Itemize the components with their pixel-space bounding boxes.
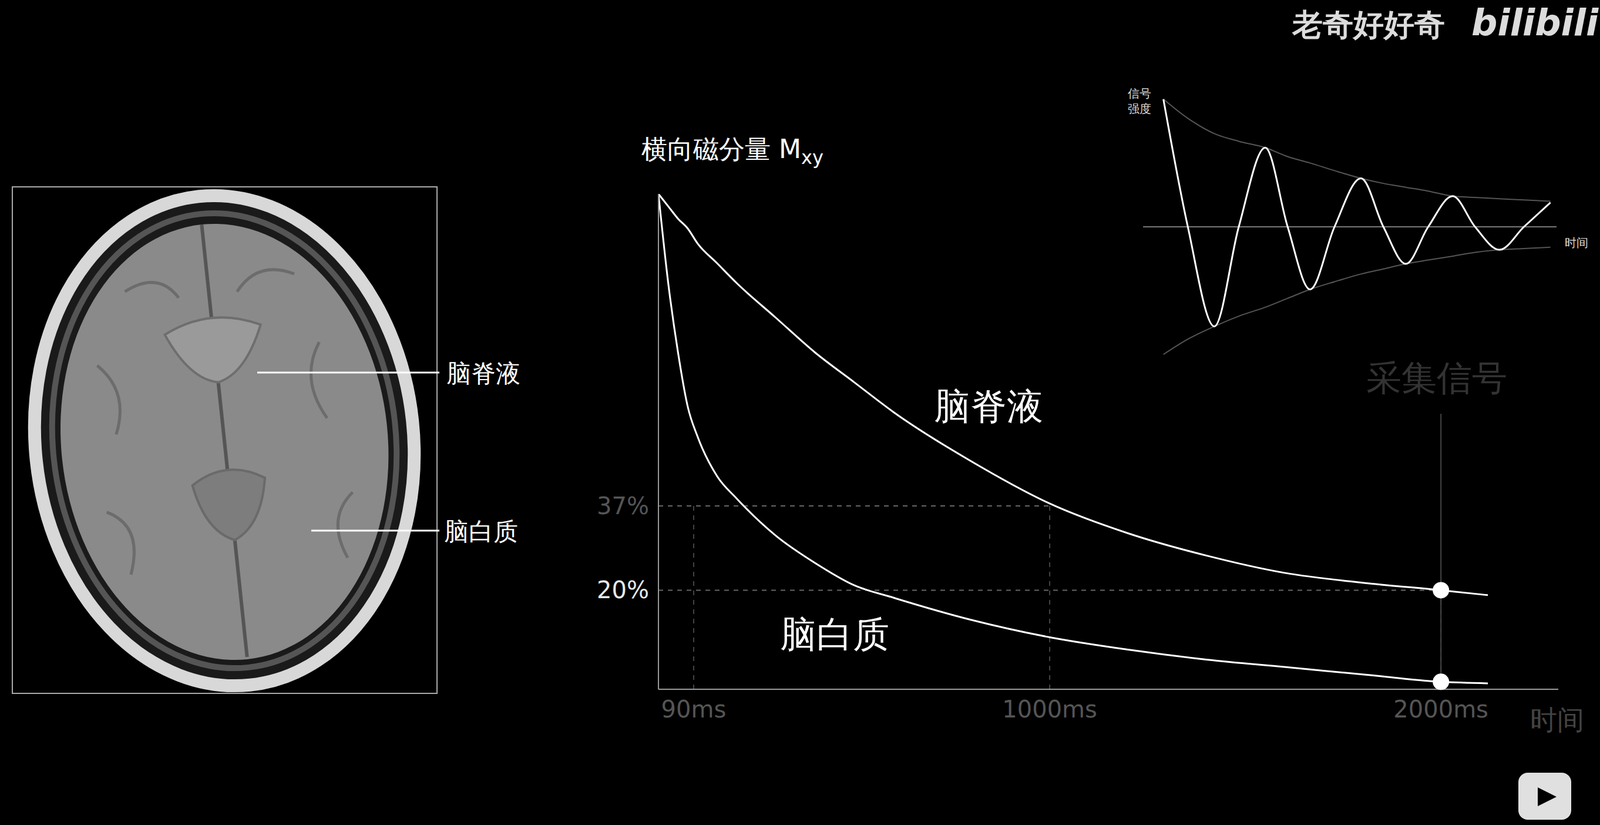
html-text:脑白质: 脑白质: [444, 516, 519, 546]
html-text:信号: 信号: [1127, 86, 1152, 101]
html-text:强度: 强度: [1127, 101, 1152, 116]
html-text:采集信号: 采集信号: [1366, 357, 1508, 399]
html-text:脑脊液: 脑脊液: [446, 358, 521, 388]
svg-text:20%: 20%: [596, 576, 650, 604]
svg-text:2000ms: 2000ms: [1393, 695, 1489, 723]
svg-text:1000ms: 1000ms: [1002, 695, 1098, 723]
html-text:老奇好好奇: 老奇好好奇: [1292, 7, 1445, 43]
html-text:脑白质: 脑白质: [780, 612, 890, 656]
html-text:时间: 时间: [1530, 703, 1585, 736]
html-text:时间: 时间: [1564, 235, 1589, 250]
svg-text:90ms: 90ms: [661, 695, 727, 723]
html-text:bilibili: bilibili: [1471, 1, 1599, 45]
html-text:脑脊液: 脑脊液: [933, 384, 1044, 428]
html-text:横向磁分量 Mxy: 横向磁分量 Mxy: [641, 133, 824, 169]
svg-text:37%: 37%: [596, 492, 650, 520]
